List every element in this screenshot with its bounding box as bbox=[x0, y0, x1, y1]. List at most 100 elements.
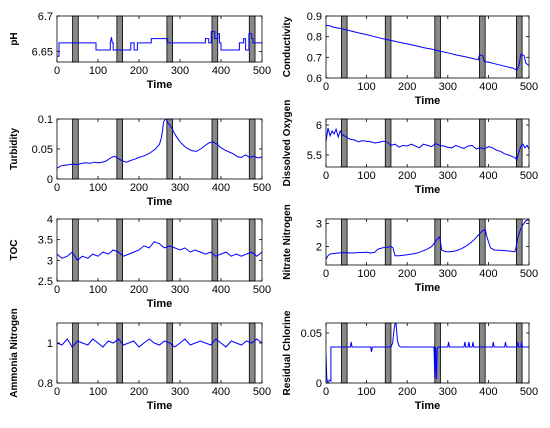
x-axis-label: Time bbox=[415, 184, 440, 196]
x-tick-label: 100 bbox=[357, 268, 375, 280]
x-tick-label: 100 bbox=[357, 170, 375, 182]
x-tick-label: 400 bbox=[212, 386, 230, 398]
x-tick-label: 400 bbox=[479, 386, 497, 398]
x-tick-label: 100 bbox=[357, 81, 375, 93]
y-axis-label: Residual Chlorine bbox=[282, 310, 293, 395]
x-axis-label: Time bbox=[415, 95, 440, 107]
y-tick-label: 2.5 bbox=[38, 276, 53, 288]
panel-5: 0 100 200 300 400 500 2 3 Time Nitrate Nitrogen bbox=[282, 204, 538, 294]
x-tick-label: 500 bbox=[520, 170, 538, 182]
shaded-band bbox=[116, 15, 124, 63]
x-tick-label: 500 bbox=[253, 182, 271, 194]
shaded-band bbox=[116, 218, 124, 282]
x-tick-label: 200 bbox=[130, 386, 148, 398]
shaded-band bbox=[72, 218, 79, 282]
panel-2: 0 100 200 300 400 500 0 0.05 0.1 Time Turbidity bbox=[9, 114, 271, 208]
x-tick-label: 300 bbox=[439, 386, 457, 398]
series-line bbox=[326, 127, 529, 161]
panel-3: 0 100 200 300 400 500 5.5 6 Time Dissolved Oxygen bbox=[282, 100, 538, 196]
y-tick-label: 3 bbox=[47, 255, 53, 267]
plot-frame bbox=[56, 118, 263, 180]
shaded-band bbox=[116, 118, 124, 180]
shaded-band bbox=[72, 322, 79, 384]
x-tick-label: 100 bbox=[89, 386, 107, 398]
shaded-band bbox=[72, 15, 79, 63]
panel-7: 0 100 200 300 400 500 0 0.05 Time Residual Chlori… bbox=[282, 310, 538, 412]
x-tick-label: 0 bbox=[323, 170, 329, 182]
shaded-band bbox=[479, 218, 486, 266]
plot-frame bbox=[325, 118, 530, 168]
x-tick-label: 300 bbox=[439, 170, 457, 182]
y-tick-label: 0.8 bbox=[38, 378, 53, 390]
x-axis-label: Time bbox=[415, 400, 440, 412]
x-axis-label: Time bbox=[147, 400, 172, 412]
x-tick-label: 500 bbox=[520, 81, 538, 93]
shaded-band bbox=[434, 118, 441, 168]
shaded-band bbox=[72, 118, 79, 180]
y-tick-label: 0 bbox=[47, 174, 53, 186]
x-axis-label: Time bbox=[147, 196, 172, 208]
y-tick-label: 0.1 bbox=[38, 114, 53, 126]
x-axis-label: Time bbox=[147, 79, 172, 91]
shaded-band bbox=[384, 218, 392, 266]
x-tick-label: 200 bbox=[398, 386, 416, 398]
shaded-band bbox=[166, 322, 174, 384]
series-line bbox=[326, 323, 529, 383]
x-tick-label: 300 bbox=[439, 81, 457, 93]
y-tick-label: 5.5 bbox=[307, 150, 322, 162]
x-tick-label: 0 bbox=[323, 81, 329, 93]
series-line bbox=[326, 219, 529, 260]
x-tick-label: 400 bbox=[479, 170, 497, 182]
y-tick-label: 4 bbox=[47, 214, 53, 226]
shaded-band bbox=[248, 322, 256, 384]
y-tick-label: 0.05 bbox=[32, 144, 53, 156]
series-line bbox=[57, 31, 262, 57]
shaded-band bbox=[479, 15, 486, 79]
x-tick-label: 300 bbox=[171, 65, 189, 77]
x-axis-label: Time bbox=[147, 298, 172, 310]
y-tick-label: 6.7 bbox=[38, 11, 53, 23]
x-tick-label: 0 bbox=[323, 268, 329, 280]
plot-frame bbox=[56, 15, 263, 63]
x-tick-label: 200 bbox=[130, 65, 148, 77]
shaded-band bbox=[166, 218, 174, 282]
x-tick-label: 500 bbox=[520, 268, 538, 280]
y-tick-label: 0.6 bbox=[307, 73, 322, 85]
plot-frame bbox=[56, 322, 263, 384]
y-tick-label: 0 bbox=[316, 378, 322, 390]
x-tick-label: 300 bbox=[439, 268, 457, 280]
x-tick-label: 100 bbox=[89, 65, 107, 77]
plot-frame bbox=[325, 218, 530, 266]
x-tick-label: 0 bbox=[323, 386, 329, 398]
x-tick-label: 500 bbox=[253, 284, 271, 296]
y-axis-label: pH bbox=[9, 32, 20, 45]
y-axis-label: Ammonia Nitrogen bbox=[9, 308, 20, 397]
x-tick-label: 400 bbox=[212, 182, 230, 194]
series-line bbox=[57, 241, 262, 262]
x-tick-label: 400 bbox=[212, 65, 230, 77]
y-axis-label: Conductivity bbox=[282, 16, 293, 77]
x-tick-label: 0 bbox=[54, 65, 60, 77]
plot-frame bbox=[325, 15, 530, 79]
y-tick-label: 0.7 bbox=[307, 52, 322, 64]
plot-frame bbox=[325, 322, 530, 384]
y-tick-label: 2 bbox=[316, 242, 322, 254]
y-tick-label: 6 bbox=[316, 120, 322, 132]
y-axis-label: Nitrate Nitrogen bbox=[282, 204, 293, 280]
x-tick-label: 100 bbox=[89, 284, 107, 296]
series-line bbox=[57, 119, 262, 169]
panel-4: 0 100 200 300 400 500 2.5 3 3.5 4 Time TOC bbox=[9, 214, 271, 310]
panel-1: 0 100 200 300 400 500 0.6 0.7 0.8 0.9 Time Conducti… bbox=[282, 11, 538, 107]
panel-6: 0 100 200 300 400 500 0.8 1 Time Ammonia Nitrogen bbox=[9, 308, 271, 412]
y-tick-label: 0.9 bbox=[307, 11, 322, 23]
y-tick-label: 3.5 bbox=[38, 235, 53, 247]
x-tick-label: 300 bbox=[171, 182, 189, 194]
shaded-band bbox=[211, 118, 219, 180]
series-line bbox=[57, 338, 262, 348]
y-axis-label: Dissolved Oxygen bbox=[282, 100, 293, 187]
x-tick-label: 200 bbox=[398, 170, 416, 182]
shaded-band bbox=[116, 322, 124, 384]
x-tick-label: 400 bbox=[479, 81, 497, 93]
shaded-band bbox=[211, 322, 219, 384]
